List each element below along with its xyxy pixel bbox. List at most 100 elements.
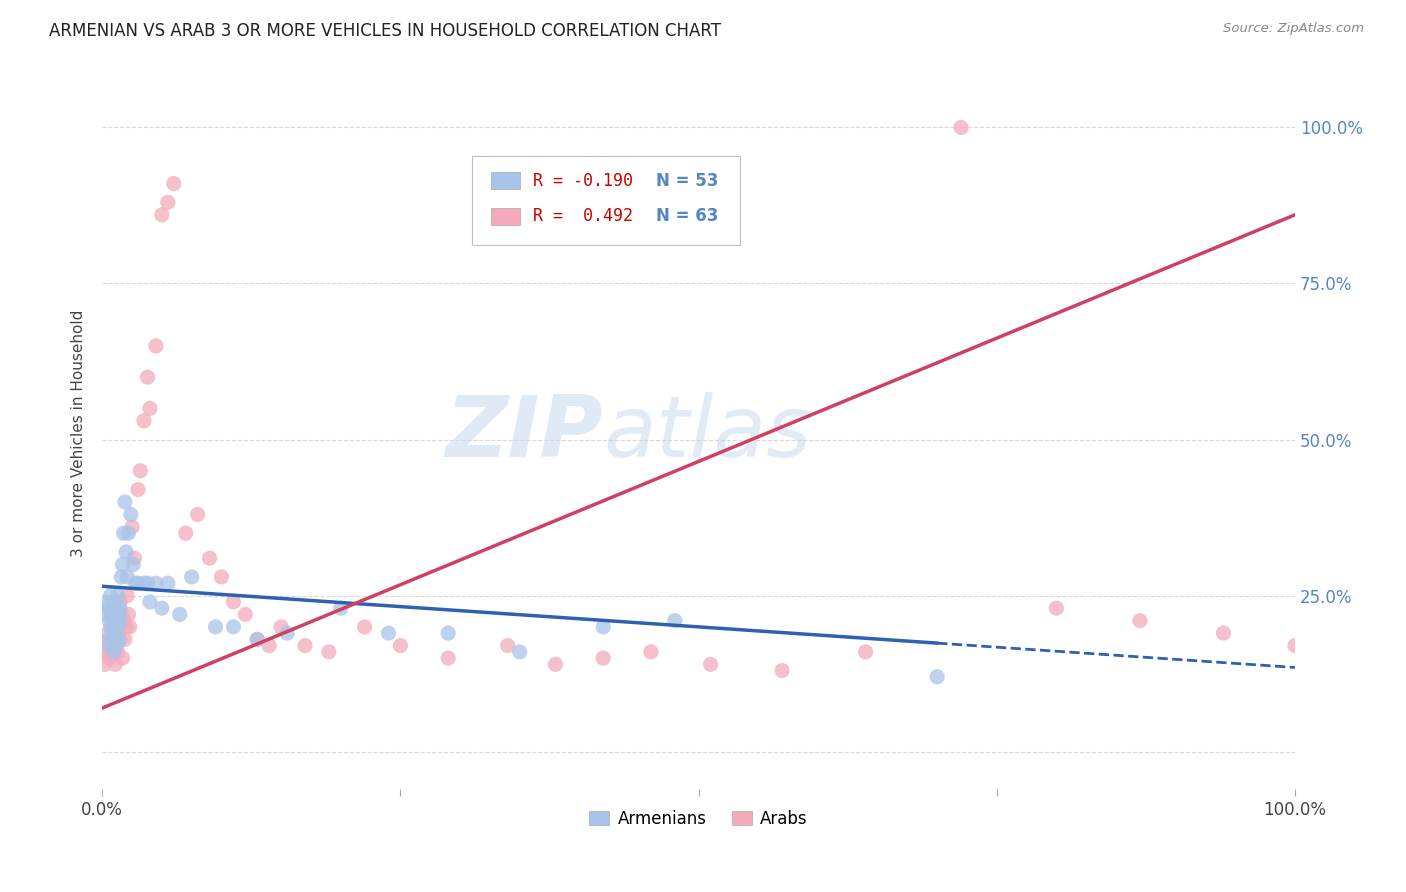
Point	[110, 607, 132, 622]
Point	[108, 632, 131, 647]
Point	[246, 632, 269, 647]
Point	[318, 645, 340, 659]
Point	[100, 620, 122, 634]
Point	[1212, 626, 1234, 640]
Point	[120, 508, 142, 522]
Point	[129, 464, 152, 478]
Point	[117, 526, 139, 541]
Point	[592, 651, 614, 665]
Point	[150, 208, 173, 222]
Point	[156, 195, 179, 210]
Text: ARMENIAN VS ARAB 3 OR MORE VEHICLES IN HOUSEHOLD CORRELATION CHART: ARMENIAN VS ARAB 3 OR MORE VEHICLES IN H…	[49, 22, 721, 40]
Point	[100, 589, 122, 603]
Point	[174, 526, 197, 541]
Point	[770, 664, 793, 678]
Point	[97, 601, 120, 615]
Point	[136, 370, 159, 384]
Point	[246, 632, 269, 647]
Point	[108, 601, 131, 615]
Point	[108, 595, 131, 609]
Point	[94, 595, 117, 609]
Point	[270, 620, 292, 634]
Point	[111, 558, 134, 572]
Point	[98, 651, 121, 665]
Point	[96, 645, 118, 659]
Point	[117, 589, 139, 603]
Text: N = 63: N = 63	[655, 207, 718, 226]
Point	[222, 620, 245, 634]
Point	[100, 632, 122, 647]
Point	[101, 595, 124, 609]
Point	[150, 601, 173, 615]
Point	[121, 520, 143, 534]
Point	[108, 632, 131, 647]
Point	[112, 614, 135, 628]
Point	[103, 601, 125, 615]
Point	[103, 639, 125, 653]
Point	[100, 607, 122, 622]
Point	[204, 620, 226, 634]
Point	[108, 620, 131, 634]
Point	[640, 645, 662, 659]
Point	[855, 645, 877, 659]
Point	[105, 639, 128, 653]
Point	[124, 551, 146, 566]
Point	[699, 657, 721, 672]
Point	[294, 639, 316, 653]
Point	[187, 508, 209, 522]
Point	[97, 626, 120, 640]
Point	[107, 589, 129, 603]
Point	[101, 626, 124, 640]
Point	[1045, 601, 1067, 615]
Point	[127, 483, 149, 497]
Point	[169, 607, 191, 622]
Point	[222, 595, 245, 609]
Point	[389, 639, 412, 653]
Point	[664, 614, 686, 628]
Point	[115, 620, 138, 634]
Point	[592, 620, 614, 634]
Point	[94, 639, 117, 653]
Point	[104, 626, 127, 640]
Point	[437, 626, 460, 640]
Legend: Armenians, Arabs: Armenians, Arabs	[583, 803, 814, 834]
Point	[107, 645, 129, 659]
Text: Source: ZipAtlas.com: Source: ZipAtlas.com	[1223, 22, 1364, 36]
Point	[132, 576, 155, 591]
Point	[377, 626, 399, 640]
Point	[353, 620, 375, 634]
Point	[1129, 614, 1152, 628]
Point	[97, 632, 120, 647]
Point	[117, 607, 139, 622]
Text: ZIP: ZIP	[446, 392, 603, 475]
Text: R =  0.492: R = 0.492	[533, 207, 633, 226]
Point	[136, 576, 159, 591]
Point	[124, 576, 146, 591]
Point	[114, 632, 136, 647]
Point	[156, 576, 179, 591]
Point	[1284, 639, 1306, 653]
Point	[107, 607, 129, 622]
Point	[112, 526, 135, 541]
Point	[117, 570, 139, 584]
Point	[101, 620, 124, 634]
Point	[103, 645, 125, 659]
Point	[107, 620, 129, 634]
Point	[93, 657, 115, 672]
Point	[96, 607, 118, 622]
Point	[180, 570, 202, 584]
Point	[111, 651, 134, 665]
Point	[114, 495, 136, 509]
Text: N = 53: N = 53	[655, 171, 718, 190]
Point	[145, 339, 167, 353]
Point	[103, 601, 125, 615]
Point	[211, 570, 233, 584]
Point	[127, 576, 149, 591]
Point	[198, 551, 221, 566]
Point	[496, 639, 519, 653]
Point	[104, 607, 127, 622]
Point	[118, 620, 141, 634]
Point	[105, 626, 128, 640]
Point	[108, 607, 131, 622]
Text: R = -0.190: R = -0.190	[533, 171, 633, 190]
